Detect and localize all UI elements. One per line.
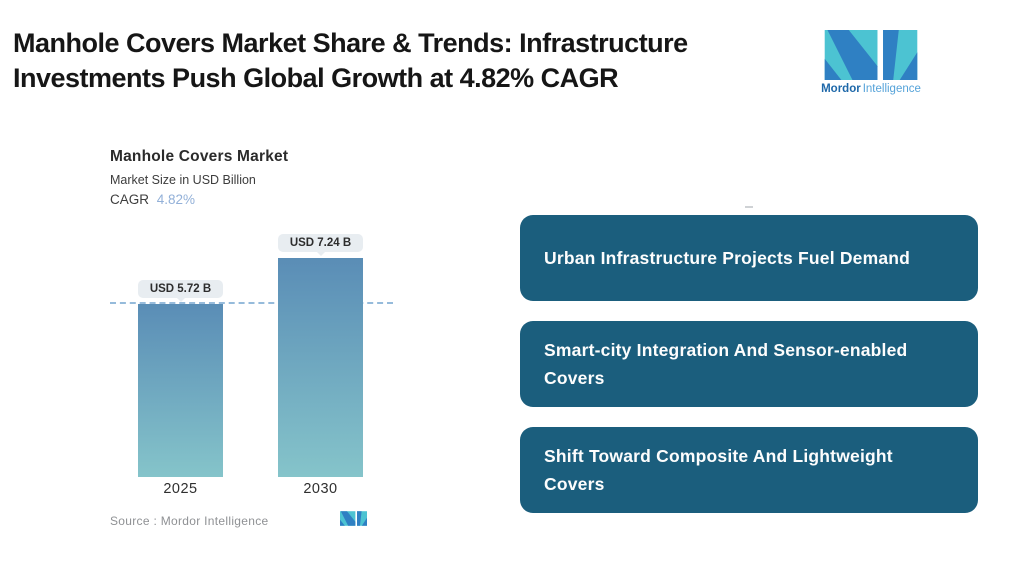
page-title: Manhole Covers Market Share & Trends: In… (13, 26, 793, 96)
reference-dashed-line (110, 302, 393, 304)
brand-name-light: Intelligence (862, 83, 921, 95)
x-tick-2025: 2025 (163, 481, 198, 497)
highlight-box-composite-covers: Shift Toward Composite And Lightweight C… (520, 427, 978, 513)
brand-wordmark: Mordor Intelligence (812, 83, 930, 95)
page-title-line1: Manhole Covers Market Share & Trends: In… (13, 28, 688, 58)
chart-header: Manhole Covers Market Market Size in USD… (110, 148, 410, 207)
value-label-text: USD 7.24 B (289, 237, 352, 249)
stray-dash-mark (745, 206, 753, 208)
bar-group-2025: USD 5.72 B 2025 (138, 230, 223, 500)
value-label-text: USD 5.72 B (149, 283, 212, 295)
highlight-text: Shift Toward Composite And Lightweight C… (544, 446, 893, 494)
bar-2025 (138, 304, 223, 477)
chart-subtitle: Market Size in USD Billion (110, 173, 256, 187)
source-row: Source : Mordor Intelligence (110, 511, 395, 531)
page-title-line2: Investments Push Global Growth at 4.82% … (13, 63, 619, 93)
brand-logo: Mordor Intelligence (812, 30, 930, 95)
cagr-value: 4.82% (156, 192, 196, 207)
mordor-intelligence-logo-icon (812, 30, 930, 80)
source-text: Source : Mordor Intelligence (110, 514, 269, 528)
brand-name-bold: Mordor (821, 83, 861, 95)
chart-title: Manhole Covers Market (110, 148, 289, 165)
bar-group-2030: USD 7.24 B 2030 (278, 230, 363, 500)
highlight-text: Urban Infrastructure Projects Fuel Deman… (544, 248, 911, 268)
bar-chart: USD 5.72 B 2025 USD 7.24 B 2030 (110, 230, 395, 500)
value-label-2025: USD 5.72 B (138, 280, 223, 302)
cagr-row: CAGR 4.82% (110, 192, 410, 207)
x-tick-2030: 2030 (303, 481, 338, 497)
highlight-text: Smart-city Integration And Sensor-enable… (544, 340, 908, 388)
value-label-2030: USD 7.24 B (278, 234, 363, 256)
mordor-intelligence-logo-icon (340, 511, 367, 531)
highlight-box-smart-city: Smart-city Integration And Sensor-enable… (520, 321, 978, 407)
highlight-box-urban-infrastructure: Urban Infrastructure Projects Fuel Deman… (520, 215, 978, 301)
bar-2030 (278, 258, 363, 477)
highlight-list: Urban Infrastructure Projects Fuel Deman… (520, 215, 978, 533)
cagr-label: CAGR (110, 192, 150, 207)
